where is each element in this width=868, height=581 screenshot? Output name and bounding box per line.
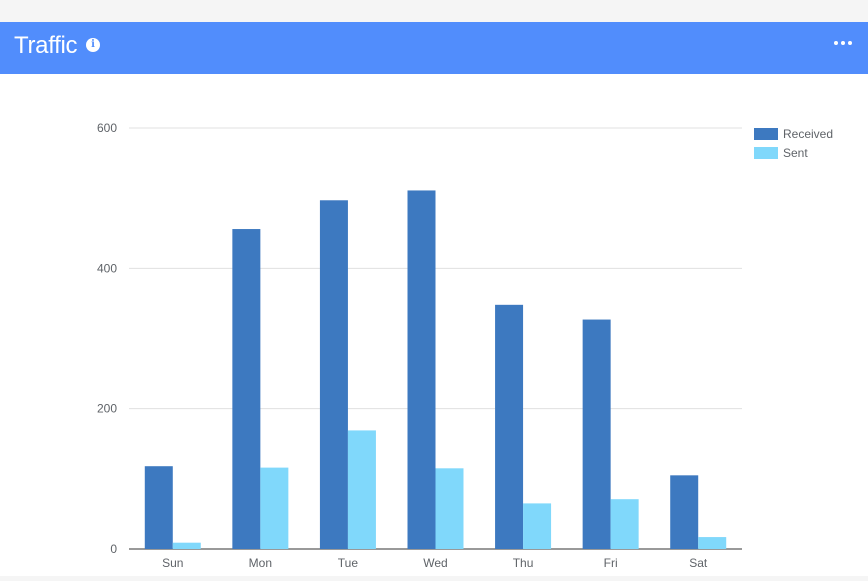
legend: Received Sent — [754, 127, 833, 160]
legend-label-sent: Sent — [783, 146, 808, 160]
bar-sent-wed[interactable] — [435, 468, 464, 549]
legend-swatch-sent — [754, 147, 778, 159]
x-tick-label: Wed — [423, 556, 447, 570]
legend-swatch-received — [754, 128, 778, 140]
more-options-icon[interactable] — [834, 39, 852, 47]
x-tick-label: Mon — [249, 556, 272, 570]
x-tick-label: Fri — [604, 556, 618, 570]
bar-sent-sun[interactable] — [172, 542, 201, 549]
x-tick-label: Sun — [162, 556, 183, 570]
bars — [144, 190, 727, 550]
bar-received-sat[interactable] — [670, 475, 699, 549]
y-tick-label: 200 — [97, 402, 117, 416]
x-tick-label: Thu — [513, 556, 534, 570]
bar-sent-sat[interactable] — [698, 537, 727, 549]
y-tick-label: 0 — [110, 542, 117, 556]
y-tick-label: 400 — [97, 261, 117, 275]
card-title: Traffic — [14, 32, 78, 59]
bar-received-tue[interactable] — [319, 200, 348, 549]
legend-label-received: Received — [783, 127, 833, 141]
bar-received-sun[interactable] — [144, 466, 173, 549]
traffic-bar-chart: 0 200 400 600 Sun Mon Tue Wed Thu Fri Sat Receive… — [97, 121, 833, 570]
bar-sent-mon[interactable] — [260, 467, 289, 549]
y-axis-ticks: 0 200 400 600 — [97, 121, 117, 556]
y-tick-label: 600 — [97, 121, 117, 135]
bar-sent-thu[interactable] — [523, 503, 552, 549]
x-tick-label: Tue — [338, 556, 359, 570]
chart-area: 0 200 400 600 Sun Mon Tue Wed Thu Fri Sat Receive… — [0, 74, 868, 576]
info-icon[interactable]: i — [86, 38, 100, 52]
card-header: Traffic i — [0, 22, 868, 74]
bar-sent-tue[interactable] — [347, 430, 376, 549]
bar-received-wed[interactable] — [407, 190, 436, 549]
x-tick-label: Sat — [689, 556, 708, 570]
bar-sent-fri[interactable] — [610, 499, 639, 549]
bar-received-mon[interactable] — [232, 229, 261, 550]
bar-received-thu[interactable] — [495, 304, 524, 549]
bar-received-fri[interactable] — [582, 319, 611, 549]
traffic-card: Traffic i 0 200 400 600 Sun Mon Tue Wed Thu Fri S… — [0, 22, 868, 576]
x-axis-ticks: Sun Mon Tue Wed Thu Fri Sat — [162, 556, 708, 570]
browser-top-strip — [0, 0, 868, 22]
